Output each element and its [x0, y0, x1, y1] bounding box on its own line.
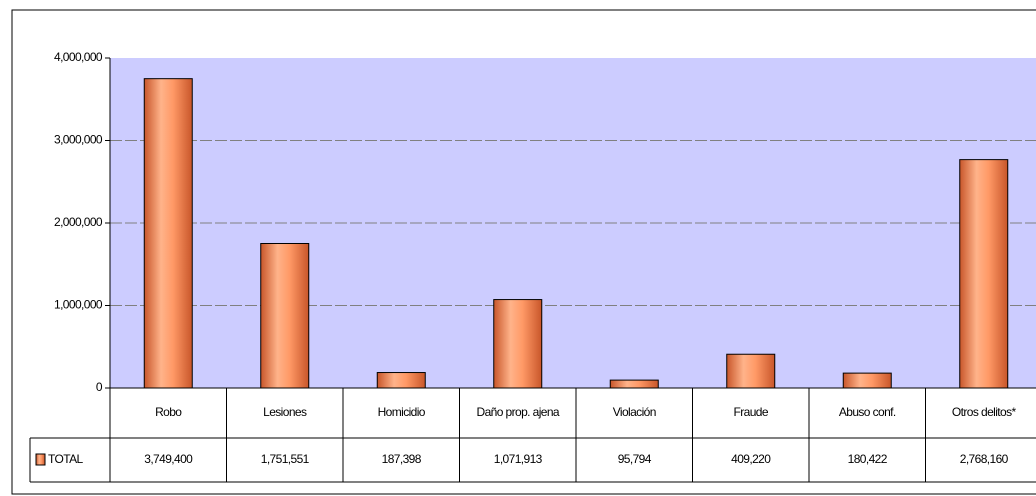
bar [143, 78, 193, 389]
legend-key [35, 453, 46, 466]
y-tick-label: 1,000,000 [54, 298, 103, 312]
x-tick-label: Lesiones [263, 405, 307, 419]
bar [959, 159, 1009, 389]
y-tick-label: 0 [96, 380, 103, 394]
bar [842, 372, 892, 389]
data-table-value: 187,398 [382, 452, 422, 466]
y-tick-label: 4,000,000 [54, 50, 103, 64]
data-table-value: 180,422 [848, 452, 888, 466]
y-tick-label: 3,000,000 [54, 133, 103, 147]
data-table-value: 409,220 [731, 452, 771, 466]
x-tick-label: Fraude [734, 405, 769, 419]
bar [493, 299, 543, 389]
x-tick-label: Homicidio [378, 405, 426, 419]
bar [376, 372, 426, 389]
bar [260, 242, 310, 389]
x-tick-label: Daño prop. ajena [477, 405, 560, 419]
bar [726, 353, 776, 389]
bar [609, 379, 659, 389]
data-table-value: 95,794 [618, 452, 652, 466]
legend-label: TOTAL [48, 452, 83, 466]
data-table-value: 1,751,551 [261, 452, 310, 466]
data-table-value: 3,749,400 [144, 452, 193, 466]
x-tick-label: Abuso conf. [839, 405, 896, 419]
data-table-value: 1,071,913 [494, 452, 543, 466]
x-tick-label: Robo [155, 405, 182, 419]
x-tick-label: Violación [613, 405, 656, 419]
data-table-value: 2,768,160 [960, 452, 1009, 466]
y-tick-label: 2,000,000 [54, 215, 103, 229]
x-tick-label: Otros delitos* [952, 405, 1017, 419]
